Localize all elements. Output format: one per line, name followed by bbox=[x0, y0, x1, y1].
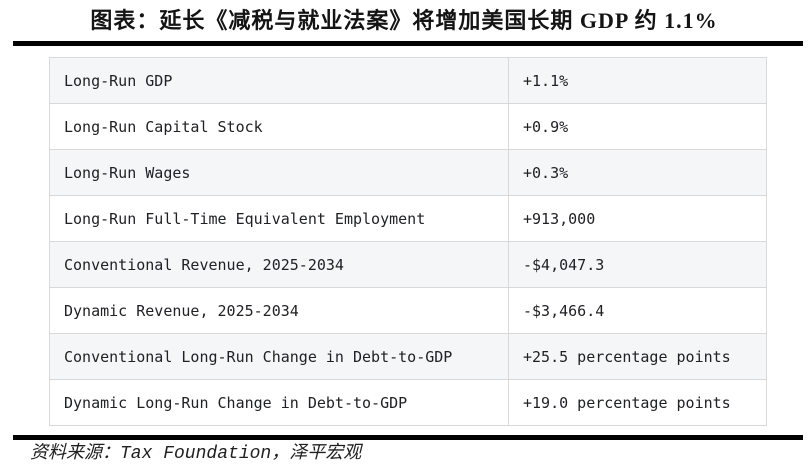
data-table: Long-Run GDP +1.1% Long-Run Capital Stoc… bbox=[49, 57, 767, 426]
table-row: Long-Run Capital Stock +0.9% bbox=[49, 103, 767, 150]
row-value-cell: +1.1% bbox=[508, 57, 767, 104]
top-divider-rule bbox=[13, 41, 803, 46]
row-value-cell: -$4,047.3 bbox=[508, 241, 767, 288]
row-label-cell: Conventional Revenue, 2025-2034 bbox=[49, 241, 509, 288]
row-label-cell: Conventional Long-Run Change in Debt-to-… bbox=[49, 333, 509, 380]
row-label-cell: Long-Run Full-Time Equivalent Employment bbox=[49, 195, 509, 242]
table-row: Conventional Long-Run Change in Debt-to-… bbox=[49, 333, 767, 380]
row-label-cell: Dynamic Long-Run Change in Debt-to-GDP bbox=[49, 379, 509, 426]
row-value-cell: +913,000 bbox=[508, 195, 767, 242]
source-note: 资料来源：Tax Foundation，泽平宏观 bbox=[30, 444, 362, 464]
row-label-cell: Long-Run GDP bbox=[49, 57, 509, 104]
table-row: Long-Run Wages +0.3% bbox=[49, 149, 767, 196]
bottom-divider-rule bbox=[13, 435, 803, 440]
page-title: 图表：延长《减税与就业法案》将增加美国长期 GDP 约 1.1% bbox=[90, 8, 718, 33]
row-label-cell: Long-Run Capital Stock bbox=[49, 103, 509, 150]
table-row: Dynamic Long-Run Change in Debt-to-GDP +… bbox=[49, 379, 767, 426]
table-row: Dynamic Revenue, 2025-2034 -$3,466.4 bbox=[49, 287, 767, 334]
row-value-cell: +25.5 percentage points bbox=[508, 333, 767, 380]
data-table-container: Long-Run GDP +1.1% Long-Run Capital Stoc… bbox=[49, 57, 767, 426]
table-row: Long-Run GDP +1.1% bbox=[49, 57, 767, 104]
table-row: Long-Run Full-Time Equivalent Employment… bbox=[49, 195, 767, 242]
table-row: Conventional Revenue, 2025-2034 -$4,047.… bbox=[49, 241, 767, 288]
row-value-cell: +19.0 percentage points bbox=[508, 379, 767, 426]
row-value-cell: +0.9% bbox=[508, 103, 767, 150]
row-value-cell: -$3,466.4 bbox=[508, 287, 767, 334]
row-label-cell: Long-Run Wages bbox=[49, 149, 509, 196]
row-value-cell: +0.3% bbox=[508, 149, 767, 196]
row-label-cell: Dynamic Revenue, 2025-2034 bbox=[49, 287, 509, 334]
